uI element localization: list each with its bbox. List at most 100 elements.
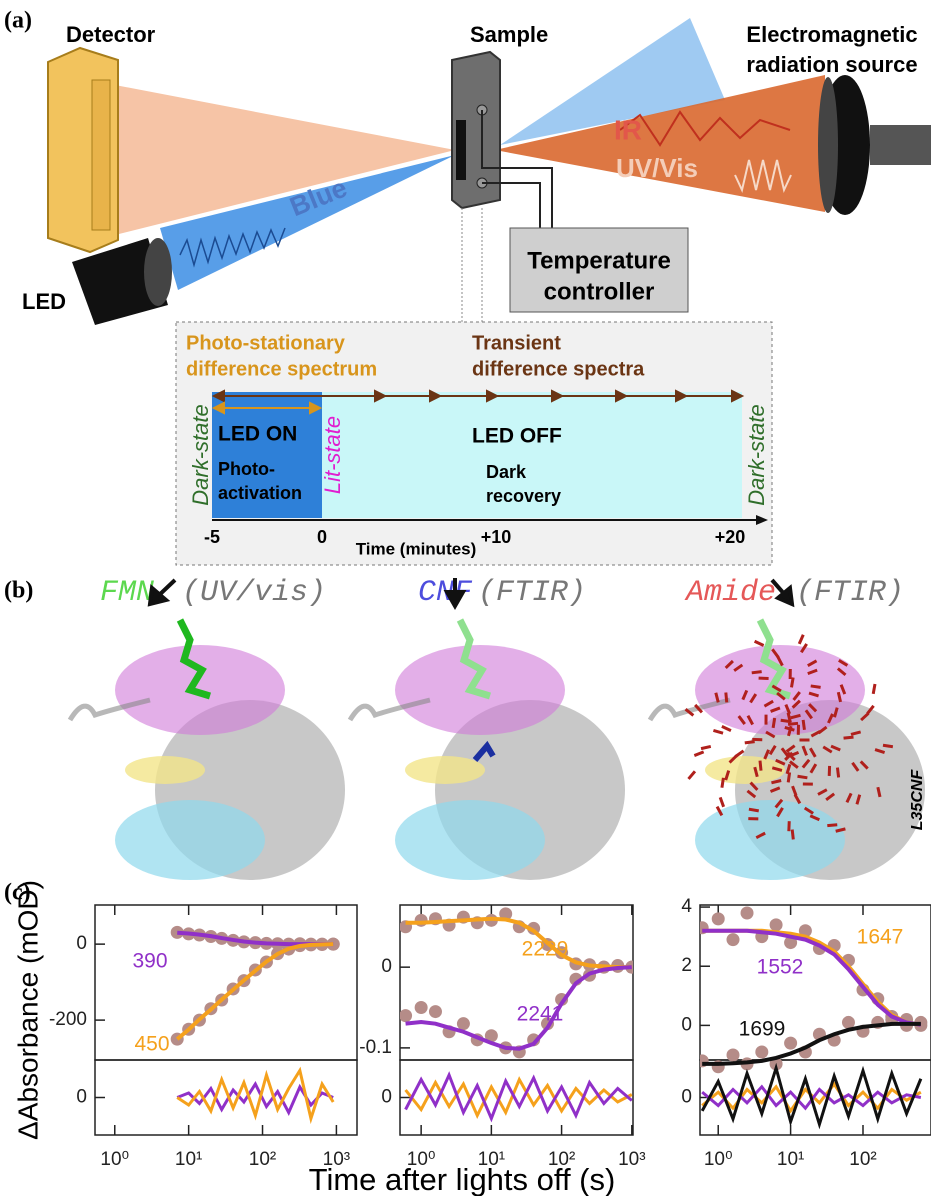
series-label: 1647 (857, 926, 904, 949)
data-point (755, 1046, 768, 1059)
amide-bond (873, 684, 875, 694)
amide-bond (811, 686, 821, 687)
amide-bond (745, 742, 755, 743)
data-point (727, 933, 740, 946)
x-tick-label: 10² (849, 1149, 876, 1170)
amide-bond (791, 678, 793, 688)
amide-bond (749, 809, 759, 811)
time-tick-label: +10 (481, 527, 512, 547)
amide-bond (803, 720, 804, 730)
data-point (741, 906, 754, 919)
controller-label: Temperature (527, 247, 671, 274)
detector (48, 48, 118, 252)
time-axis-label: Time (minutes) (356, 539, 477, 558)
y-tick-label: -200 (49, 1009, 87, 1030)
amide-bond (720, 797, 723, 806)
residual-line (177, 1071, 333, 1119)
amide-bond (788, 723, 798, 724)
data-point (399, 1009, 412, 1022)
amide-bond (797, 776, 807, 778)
amide-bond (760, 761, 761, 771)
x-tick-label: 10¹ (175, 1149, 202, 1170)
ir-label: IR (614, 114, 642, 145)
figure: (a) Detector Sample Electromagnetic radi… (0, 0, 931, 1196)
data-point (415, 1001, 428, 1014)
amide-bond (844, 737, 854, 738)
y-tick-label: 0 (381, 956, 392, 977)
amide-bond (837, 768, 838, 778)
transient-label: Transient (472, 332, 561, 354)
lit-state-label: Lit-state (320, 416, 345, 494)
amide-bond (755, 641, 764, 645)
led-on-label: LED ON (218, 423, 297, 446)
residual-y-tick-label: 0 (681, 1087, 692, 1108)
series-label: 1552 (757, 956, 804, 979)
mutant-label: L35CNF (909, 769, 926, 831)
amide-bond (701, 746, 711, 748)
series-label: 390 (132, 950, 167, 973)
probe-label: FMN (100, 576, 154, 610)
photoactivation-label: Photo- (218, 459, 275, 479)
amide-bond (773, 718, 775, 728)
residual-y-tick-label: 0 (76, 1087, 87, 1108)
data-point (712, 912, 725, 925)
method-label: (FTIR) (796, 576, 904, 610)
photostationary-label: Photo-stationary (186, 332, 346, 354)
photoactivation-label: activation (218, 483, 302, 503)
method-label: (UV/vis) (182, 576, 326, 610)
time-tick-label: 0 (317, 527, 327, 547)
data-point (727, 1048, 740, 1061)
amide-bond (713, 730, 723, 733)
residual-y-tick-label: 0 (381, 1087, 392, 1108)
amide-bond (752, 672, 762, 673)
amide-bond (792, 830, 793, 840)
led-label: LED (22, 289, 66, 314)
series-label: 2229 (522, 938, 569, 961)
x-tick-label: 10¹ (777, 1149, 804, 1170)
helix (695, 800, 845, 880)
time-tick-label: +20 (715, 527, 746, 547)
y-tick-label: 0 (681, 1014, 692, 1035)
protein-structures (70, 620, 925, 880)
dark-state-label: Dark-state (744, 404, 769, 505)
y-tick-label: -0.1 (359, 1037, 392, 1058)
transient-label: difference spectra (472, 358, 645, 380)
sample-label: Sample (470, 22, 548, 47)
helix-yellow (705, 756, 785, 784)
x-tick-label: 10² (249, 1149, 276, 1170)
amide-bond (827, 825, 837, 826)
amide-bond (726, 692, 727, 702)
amide-bond (722, 778, 723, 788)
amide-bond (878, 787, 880, 797)
time-tick-label: -5 (204, 527, 220, 547)
y-tick-label: 2 (681, 955, 692, 976)
amide-bond (883, 745, 893, 747)
panel-label: (b) (4, 578, 33, 604)
source (818, 75, 931, 215)
x-tick-label: 10³ (618, 1149, 645, 1170)
controller-label: controller (544, 278, 655, 305)
y-axis-label: ΔAbsorbance (mOD) (12, 880, 43, 1140)
x-tick-label: 10⁰ (100, 1149, 129, 1170)
amide-bond (688, 771, 694, 779)
amide-bond (722, 726, 731, 730)
dark-recovery-label: Dark (486, 462, 527, 482)
probe-label: Amide (684, 576, 776, 610)
x-axis-label: Time after lights off (s) (309, 1162, 616, 1196)
y-tick-label: 0 (76, 933, 87, 954)
detector-label: Detector (66, 22, 156, 47)
panel-label: (a) (4, 8, 32, 34)
helix-yellow (405, 756, 485, 784)
data-point (415, 914, 428, 927)
source-label: Electromagnetic (746, 22, 917, 47)
dark-recovery-label: recovery (486, 486, 561, 506)
series-label: 2241 (517, 1003, 564, 1026)
helix (115, 800, 265, 880)
method-label: (FTIR) (478, 576, 586, 610)
x-tick-label: 10⁰ (704, 1149, 733, 1170)
amide-bond (694, 752, 703, 756)
photostationary-label: difference spectrum (186, 358, 377, 380)
y-tick-label: 4 (681, 896, 692, 917)
source-label: radiation source (746, 52, 917, 77)
